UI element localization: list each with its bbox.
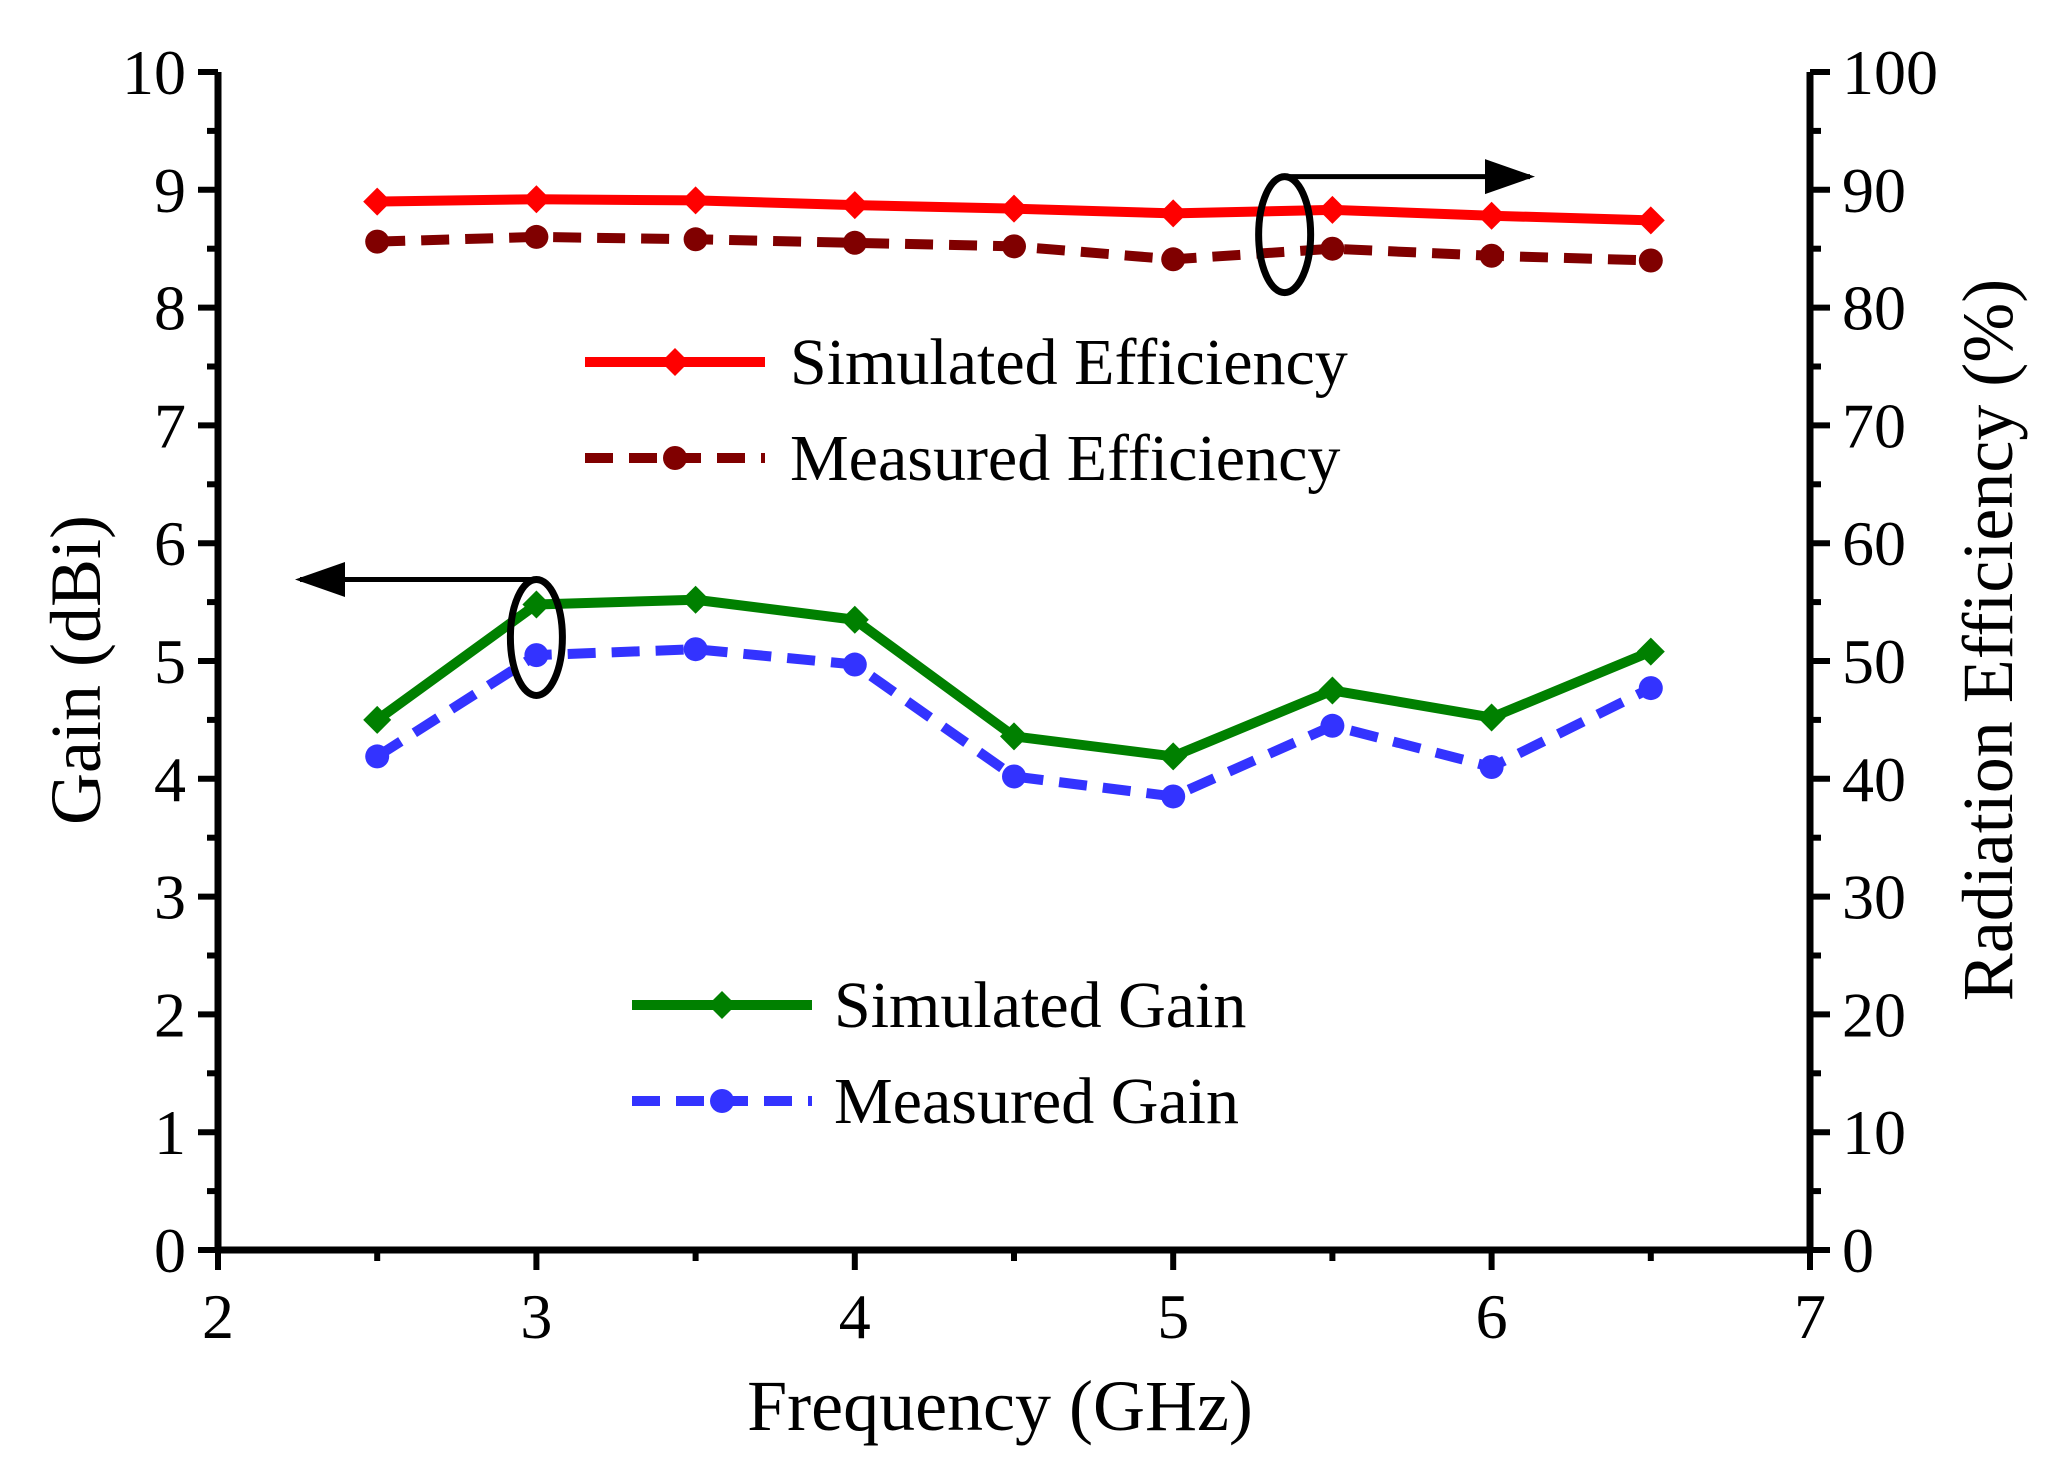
y-left-tick-label-4: 4 <box>154 744 186 815</box>
legend-group: Simulated Efficiency Measured Efficiency S… <box>585 326 1348 1138</box>
point-simulated-gain-3 <box>522 590 551 619</box>
annotation-ellipse-right <box>1255 173 1315 297</box>
point-simulated-gain-2.5 <box>363 705 392 734</box>
point-simulated-gain-4.5 <box>1000 722 1028 751</box>
point-simulated-efficiency-4 <box>840 191 869 220</box>
point-measured-gain-6 <box>1479 755 1504 780</box>
legend-marker-simulated-gain <box>708 991 736 1019</box>
y-right-tick-label-0: 0 <box>1842 1215 1874 1286</box>
point-measured-efficiency-3 <box>524 224 549 249</box>
y-left-tick-label-9: 9 <box>154 155 186 226</box>
x-tick-label-6: 6 <box>1476 1281 1508 1352</box>
x-tick-label-5: 5 <box>1157 1281 1189 1352</box>
series-group <box>363 185 1665 809</box>
point-simulated-gain-5.5 <box>1318 676 1347 705</box>
y-right-tick-label-90: 90 <box>1842 155 1906 226</box>
point-simulated-efficiency-3 <box>522 185 551 214</box>
y-right-tick-label-100: 100 <box>1842 37 1938 108</box>
y-right-tick-label-50: 50 <box>1842 626 1906 697</box>
point-measured-gain-2.5 <box>365 744 390 769</box>
point-measured-efficiency-5.5 <box>1320 236 1345 261</box>
point-simulated-efficiency-3.5 <box>681 186 710 215</box>
titles-group: Frequency (GHz) Gain (dBi) Radiation Eff… <box>36 279 2028 1446</box>
x-axis-title: Frequency (GHz) <box>747 1366 1253 1446</box>
point-measured-efficiency-2.5 <box>365 229 390 254</box>
point-measured-efficiency-6.5 <box>1638 248 1663 273</box>
point-measured-gain-6.5 <box>1638 676 1663 701</box>
point-measured-gain-3.5 <box>683 637 708 662</box>
x-tick-label-7: 7 <box>1794 1281 1826 1352</box>
y-right-tick-label-30: 30 <box>1842 862 1906 933</box>
point-simulated-efficiency-5 <box>1159 199 1188 228</box>
legend-marker-simulated-efficiency <box>661 348 689 376</box>
y-left-tick-label-0: 0 <box>154 1215 186 1286</box>
point-simulated-efficiency-6.5 <box>1636 206 1665 235</box>
point-measured-efficiency-5 <box>1161 247 1186 272</box>
point-simulated-efficiency-6 <box>1477 201 1506 230</box>
point-simulated-gain-6 <box>1477 703 1506 732</box>
point-measured-gain-5 <box>1161 784 1186 809</box>
x-tick-label-3: 3 <box>520 1281 552 1352</box>
legend-marker-measured-efficiency <box>663 446 687 470</box>
annotations-group <box>295 159 1535 699</box>
y-left-tick-label-6: 6 <box>154 508 186 579</box>
point-simulated-efficiency-5.5 <box>1318 195 1347 224</box>
point-simulated-gain-3.5 <box>681 585 710 614</box>
y-left-tick-label-1: 1 <box>154 1097 186 1168</box>
x-tick-label-2: 2 <box>202 1281 234 1352</box>
y-left-tick-label-10: 10 <box>122 37 186 108</box>
legend-marker-measured-gain <box>710 1089 734 1113</box>
y-axis-right-title: Radiation Efficiency (%) <box>1948 279 2028 1001</box>
point-simulated-efficiency-2.5 <box>363 187 392 216</box>
y-right-tick-label-70: 70 <box>1842 390 1906 461</box>
y-left-tick-label-7: 7 <box>154 390 186 461</box>
point-measured-efficiency-6 <box>1479 243 1504 268</box>
legend-label-measured-gain: Measured Gain <box>834 1065 1239 1138</box>
point-measured-gain-4.5 <box>1002 764 1026 789</box>
point-measured-gain-3 <box>524 643 549 668</box>
point-measured-efficiency-4 <box>842 230 867 255</box>
y-right-tick-label-60: 60 <box>1842 508 1906 579</box>
series-line-measured-gain <box>374 644 1654 802</box>
y-left-tick-label-3: 3 <box>154 862 186 933</box>
legend-label-simulated-efficiency: Simulated Efficiency <box>790 326 1348 399</box>
legend-label-measured-efficiency: Measured Efficiency <box>790 422 1340 495</box>
y-left-tick-label-5: 5 <box>154 626 186 697</box>
point-measured-efficiency-4.5 <box>1002 234 1026 259</box>
point-simulated-efficiency-4.5 <box>1000 194 1028 223</box>
x-tick-label-4: 4 <box>839 1281 871 1352</box>
point-simulated-gain-5 <box>1159 742 1188 771</box>
point-simulated-gain-6.5 <box>1636 637 1665 666</box>
y-axis-left-title: Gain (dBi) <box>36 515 116 825</box>
y-right-tick-label-20: 20 <box>1842 979 1906 1050</box>
point-measured-gain-5.5 <box>1320 713 1345 738</box>
y-left-tick-label-8: 8 <box>154 273 186 344</box>
y-right-tick-label-10: 10 <box>1842 1097 1906 1168</box>
point-measured-gain-4 <box>842 652 867 677</box>
point-measured-efficiency-3.5 <box>683 227 708 252</box>
y-left-tick-label-2: 2 <box>154 979 186 1050</box>
y-right-tick-label-80: 80 <box>1842 273 1906 344</box>
y-right-tick-label-40: 40 <box>1842 744 1906 815</box>
point-simulated-gain-4 <box>840 605 869 634</box>
legend-label-simulated-gain: Simulated Gain <box>834 969 1246 1042</box>
